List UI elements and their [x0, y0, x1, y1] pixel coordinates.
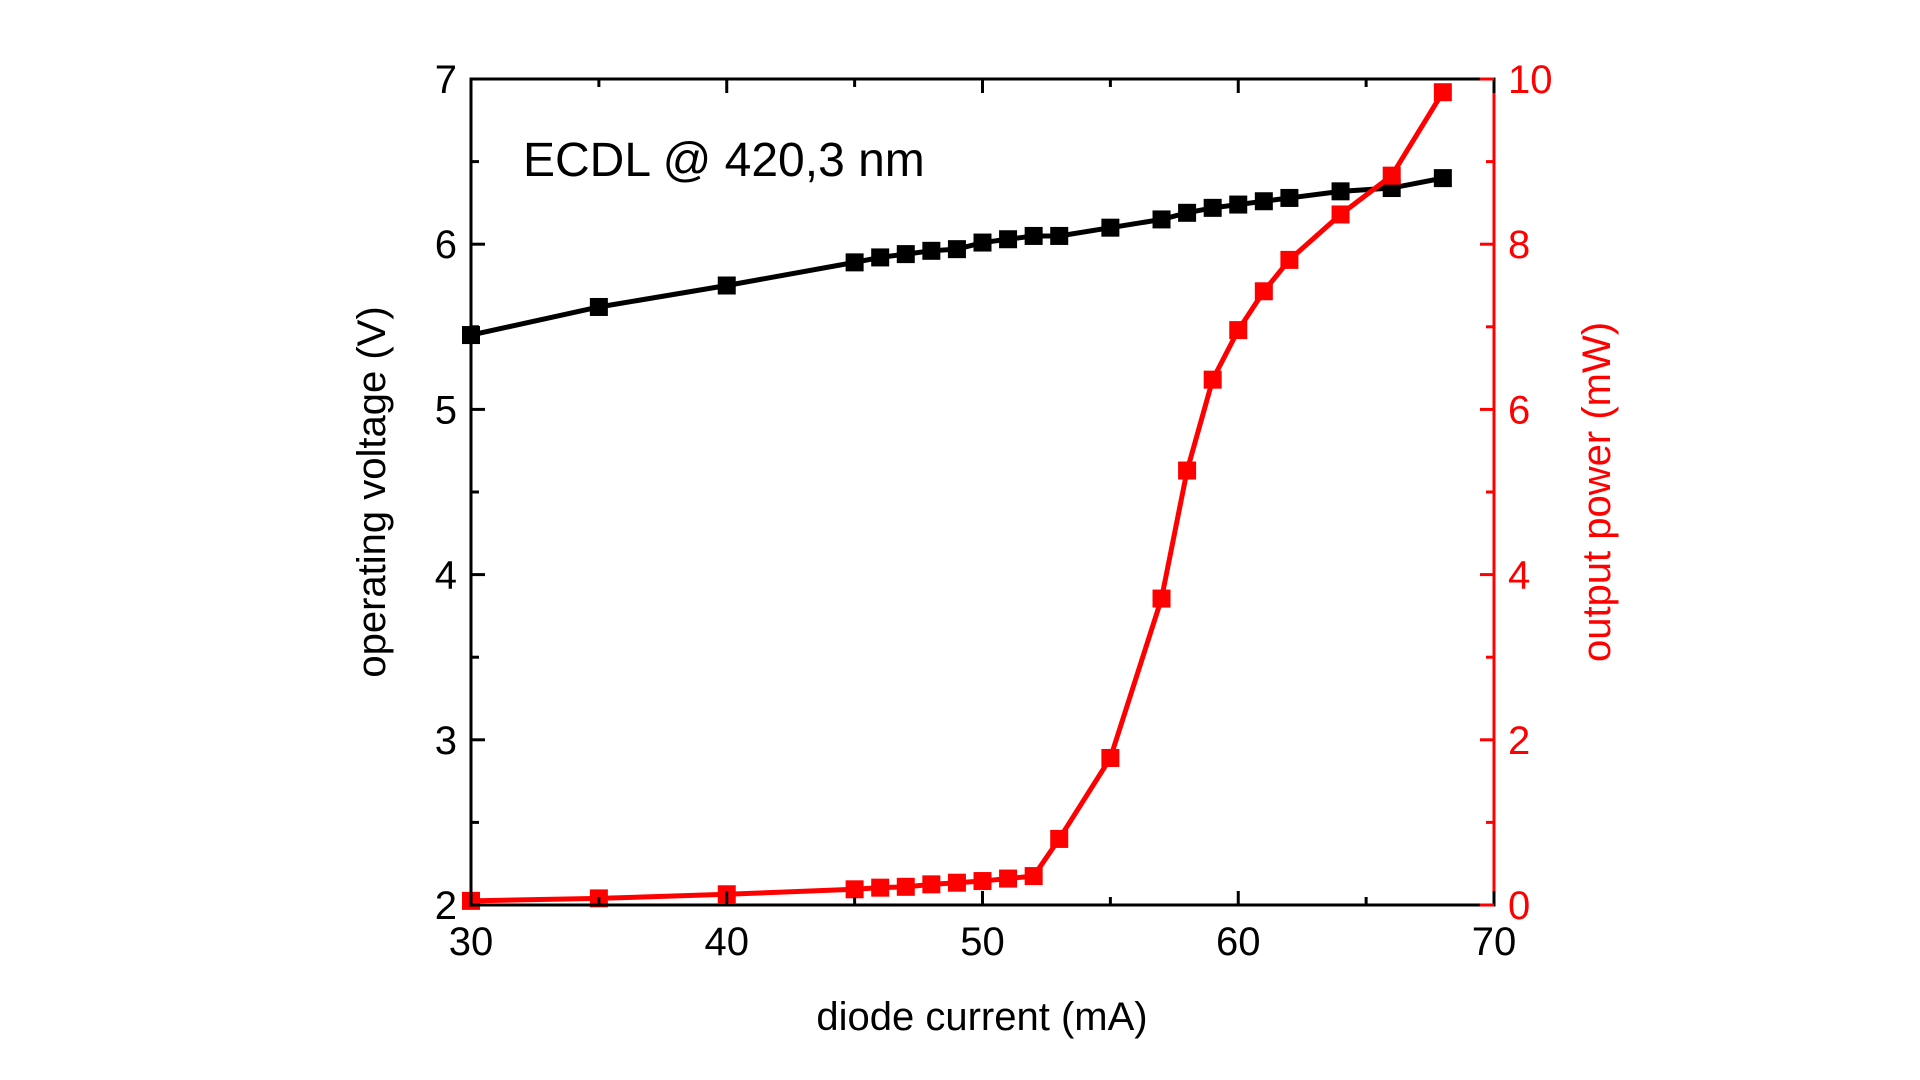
- voltage-point: [1254, 192, 1273, 211]
- voltage-line: [470, 175, 1444, 338]
- power-point: [871, 878, 890, 897]
- power-point: [1254, 282, 1273, 301]
- y-axis-label: operating voltage (V): [350, 306, 394, 677]
- voltage-point: [1203, 198, 1222, 217]
- power-point: [1280, 250, 1299, 269]
- voltage-point: [947, 240, 966, 259]
- power-point: [1178, 461, 1197, 480]
- y2-tick-label: 10: [1508, 58, 1553, 102]
- voltage-point: [1229, 195, 1248, 214]
- y2-tick-label: 8: [1508, 223, 1530, 267]
- voltage-point: [1152, 210, 1171, 229]
- power-point: [1382, 166, 1401, 185]
- x-tick-label: 30: [449, 920, 494, 964]
- annotation: ECDL @ 420,3 nm: [523, 134, 925, 187]
- y-tick-label: 5: [435, 388, 457, 432]
- voltage-point: [999, 230, 1018, 249]
- power-point: [896, 877, 915, 896]
- y2-tick-label: 2: [1508, 719, 1530, 763]
- y2-tick-label: 0: [1508, 884, 1530, 928]
- voltage-point: [896, 245, 915, 264]
- y2-tick-label: 6: [1508, 388, 1530, 432]
- voltage-point: [1433, 169, 1452, 188]
- power-point: [1433, 83, 1452, 102]
- voltage-point: [1331, 182, 1350, 201]
- y-tick-label: 6: [435, 223, 457, 267]
- x-tick-label: 50: [960, 920, 1005, 964]
- voltage-point: [973, 233, 992, 252]
- power-point: [1024, 867, 1043, 886]
- power-line: [470, 90, 1445, 904]
- voltage-point: [589, 297, 608, 316]
- power-point: [1050, 829, 1069, 848]
- voltage-point: [1024, 226, 1043, 245]
- power-point: [973, 872, 992, 891]
- power-point: [1331, 205, 1350, 224]
- power-point: [922, 875, 941, 894]
- x-axis-label: diode current (mA): [816, 995, 1147, 1039]
- power-point: [999, 869, 1018, 888]
- voltage-point: [1101, 218, 1120, 237]
- voltage-point: [1178, 203, 1197, 222]
- power-point: [1101, 748, 1120, 767]
- x-tick-label: 40: [705, 920, 750, 964]
- power-point: [1229, 321, 1248, 340]
- voltage-point: [1050, 226, 1069, 245]
- y2-tick-label: 4: [1508, 554, 1530, 598]
- y-tick-label: 4: [435, 554, 457, 598]
- power-point: [1203, 370, 1222, 389]
- x-tick-label: 70: [1472, 920, 1517, 964]
- power-point: [845, 880, 864, 899]
- plot-frame: [469, 77, 1496, 907]
- voltage-point: [922, 241, 941, 260]
- voltage-point: [871, 248, 890, 267]
- voltage-point: [1280, 188, 1299, 207]
- y-tick-label: 7: [435, 58, 457, 102]
- x-tick-label: 60: [1216, 920, 1261, 964]
- y2-axis-label: output power (mW): [1575, 322, 1619, 662]
- voltage-point: [717, 276, 736, 295]
- voltage-point: [845, 253, 864, 272]
- power-point: [947, 873, 966, 892]
- power-point: [1152, 589, 1171, 608]
- y-tick-label: 3: [435, 719, 457, 763]
- y-tick-label: 2: [435, 884, 457, 928]
